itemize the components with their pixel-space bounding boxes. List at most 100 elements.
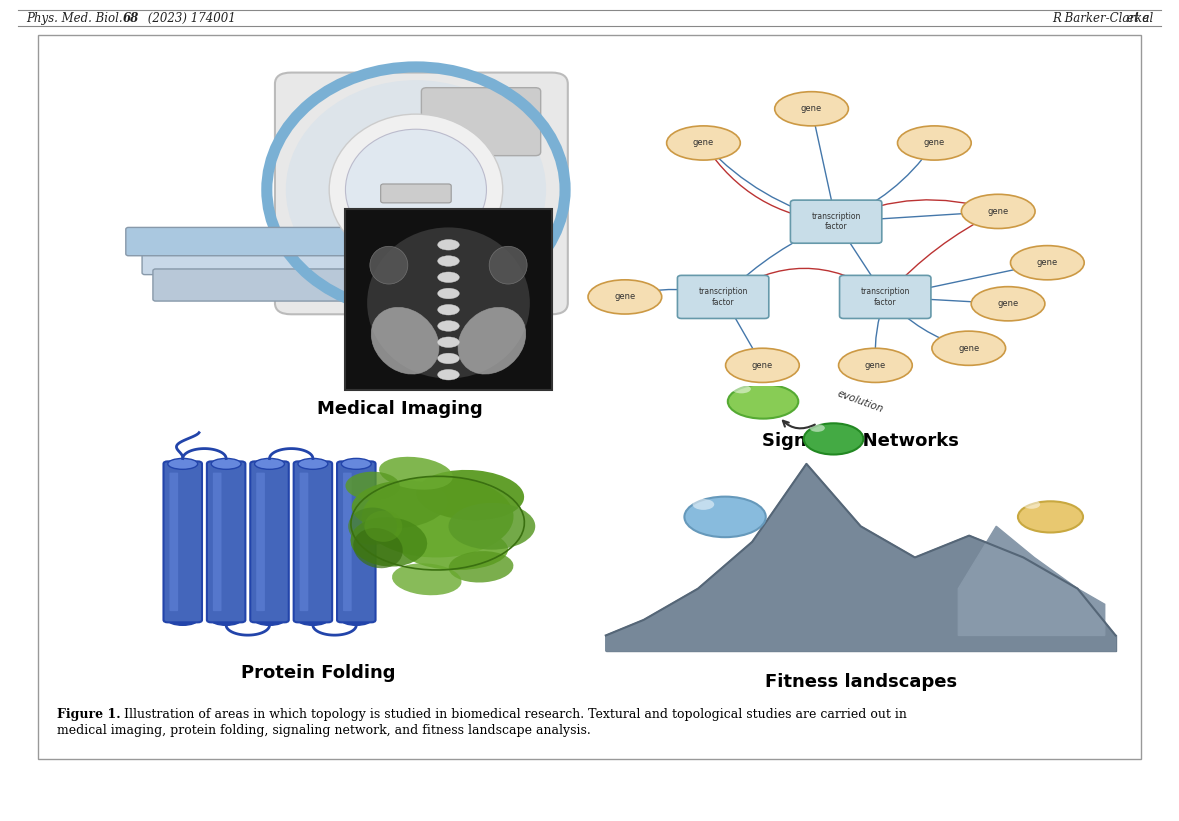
FancyBboxPatch shape (343, 473, 351, 611)
Text: transcription
factor: transcription factor (811, 212, 861, 232)
Text: evolution: evolution (836, 388, 885, 415)
Text: transcription
factor: transcription factor (698, 287, 747, 306)
Text: gene: gene (614, 292, 635, 301)
FancyBboxPatch shape (126, 227, 483, 256)
Ellipse shape (448, 502, 535, 550)
Text: 68: 68 (123, 11, 139, 25)
Text: gene: gene (752, 361, 773, 369)
Ellipse shape (400, 526, 508, 570)
Ellipse shape (725, 348, 799, 383)
Ellipse shape (437, 288, 460, 299)
Text: transcription
factor: transcription factor (861, 287, 910, 306)
Ellipse shape (345, 129, 487, 250)
Polygon shape (959, 526, 1105, 635)
Text: gene: gene (923, 139, 946, 148)
FancyBboxPatch shape (153, 269, 456, 301)
Ellipse shape (211, 614, 241, 626)
Ellipse shape (838, 348, 913, 383)
Ellipse shape (961, 195, 1035, 228)
FancyBboxPatch shape (256, 473, 265, 611)
Text: Medical Imaging: Medical Imaging (317, 400, 482, 418)
Ellipse shape (1023, 500, 1040, 509)
Ellipse shape (211, 458, 241, 470)
Ellipse shape (666, 126, 740, 160)
Bar (345, 209, 552, 390)
Ellipse shape (167, 458, 198, 470)
Ellipse shape (437, 337, 460, 347)
Ellipse shape (167, 614, 198, 626)
Polygon shape (606, 635, 1115, 651)
Ellipse shape (364, 511, 402, 542)
Ellipse shape (1010, 245, 1085, 280)
FancyBboxPatch shape (360, 214, 408, 236)
Text: Figure 1.: Figure 1. (57, 708, 120, 721)
FancyBboxPatch shape (790, 200, 882, 243)
Ellipse shape (350, 517, 427, 566)
Ellipse shape (692, 499, 714, 510)
Ellipse shape (345, 471, 400, 500)
Text: Phys. Med. Biol.: Phys. Med. Biol. (26, 11, 126, 25)
Ellipse shape (727, 384, 798, 419)
Ellipse shape (437, 256, 460, 266)
Text: Signaling Networks: Signaling Networks (763, 432, 959, 450)
Polygon shape (606, 464, 1115, 651)
Ellipse shape (329, 114, 502, 265)
Ellipse shape (684, 497, 766, 537)
Ellipse shape (255, 614, 284, 626)
Ellipse shape (931, 331, 1006, 365)
FancyBboxPatch shape (275, 72, 568, 314)
Ellipse shape (370, 246, 408, 284)
Ellipse shape (437, 272, 460, 282)
FancyBboxPatch shape (213, 473, 222, 611)
Text: gene: gene (801, 104, 822, 113)
Ellipse shape (393, 563, 461, 595)
Text: et al: et al (1067, 11, 1153, 25)
FancyBboxPatch shape (299, 473, 308, 611)
Ellipse shape (354, 528, 403, 568)
Text: medical imaging, protein folding, signaling network, and fitness landscape analy: medical imaging, protein folding, signal… (57, 724, 591, 737)
Text: R Barker-Clarke: R Barker-Clarke (1052, 11, 1153, 25)
Ellipse shape (457, 307, 526, 374)
Ellipse shape (371, 307, 439, 374)
FancyBboxPatch shape (164, 461, 202, 622)
Ellipse shape (380, 456, 453, 489)
Circle shape (404, 212, 417, 221)
Ellipse shape (437, 369, 460, 380)
Text: gene: gene (997, 300, 1019, 308)
Ellipse shape (437, 305, 460, 315)
Ellipse shape (897, 126, 971, 160)
FancyBboxPatch shape (143, 250, 473, 274)
Ellipse shape (732, 384, 751, 393)
Text: Illustration of areas in which topology is studied in biomedical research. Textu: Illustration of areas in which topology … (124, 708, 907, 721)
Ellipse shape (342, 458, 371, 470)
Ellipse shape (362, 476, 514, 557)
Ellipse shape (285, 80, 546, 299)
Ellipse shape (367, 227, 529, 378)
Text: Fitness landscapes: Fitness landscapes (765, 673, 956, 691)
Ellipse shape (804, 424, 863, 455)
FancyBboxPatch shape (294, 461, 332, 622)
Ellipse shape (775, 92, 849, 126)
Ellipse shape (810, 424, 825, 432)
Ellipse shape (416, 470, 525, 521)
Ellipse shape (348, 507, 397, 545)
Text: (2023) 174001: (2023) 174001 (144, 11, 236, 25)
FancyBboxPatch shape (170, 473, 178, 611)
Ellipse shape (437, 353, 460, 364)
Text: gene: gene (988, 207, 1009, 216)
Text: gene: gene (1036, 259, 1058, 267)
Ellipse shape (971, 287, 1045, 321)
Ellipse shape (588, 280, 661, 314)
Ellipse shape (298, 614, 328, 626)
Ellipse shape (437, 240, 460, 250)
Text: gene: gene (864, 361, 887, 369)
Text: gene: gene (959, 344, 980, 353)
Ellipse shape (351, 480, 448, 529)
FancyBboxPatch shape (421, 88, 541, 156)
Ellipse shape (489, 246, 527, 284)
Ellipse shape (1017, 502, 1084, 533)
Ellipse shape (255, 458, 284, 470)
Ellipse shape (298, 458, 328, 470)
FancyBboxPatch shape (250, 461, 289, 622)
Text: gene: gene (693, 139, 714, 148)
